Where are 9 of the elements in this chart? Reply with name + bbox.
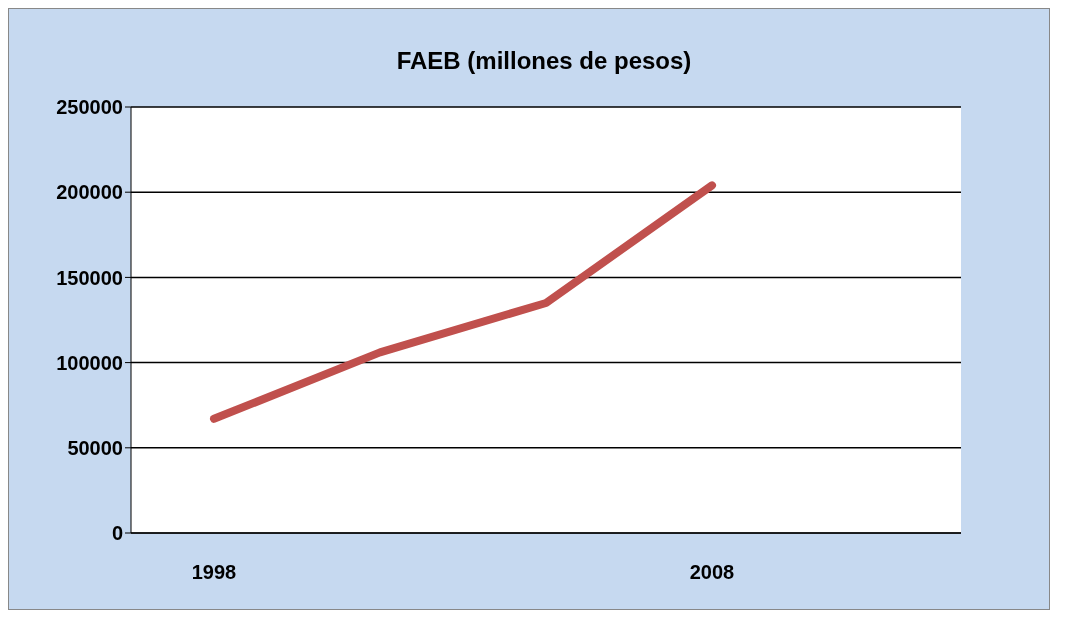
- y-tick-label: 0: [111, 522, 123, 545]
- y-tick-label: 50000: [67, 436, 123, 459]
- y-tick-label: 100000: [56, 351, 123, 374]
- x-tick-label: 2008: [689, 561, 735, 584]
- y-tick-label: 150000: [56, 266, 123, 289]
- x-tick-label: 1998: [191, 561, 237, 584]
- chart-title: FAEB (millones de pesos): [395, 47, 693, 75]
- y-tick-label: 250000: [56, 96, 123, 119]
- y-tick-label: 200000: [56, 181, 123, 204]
